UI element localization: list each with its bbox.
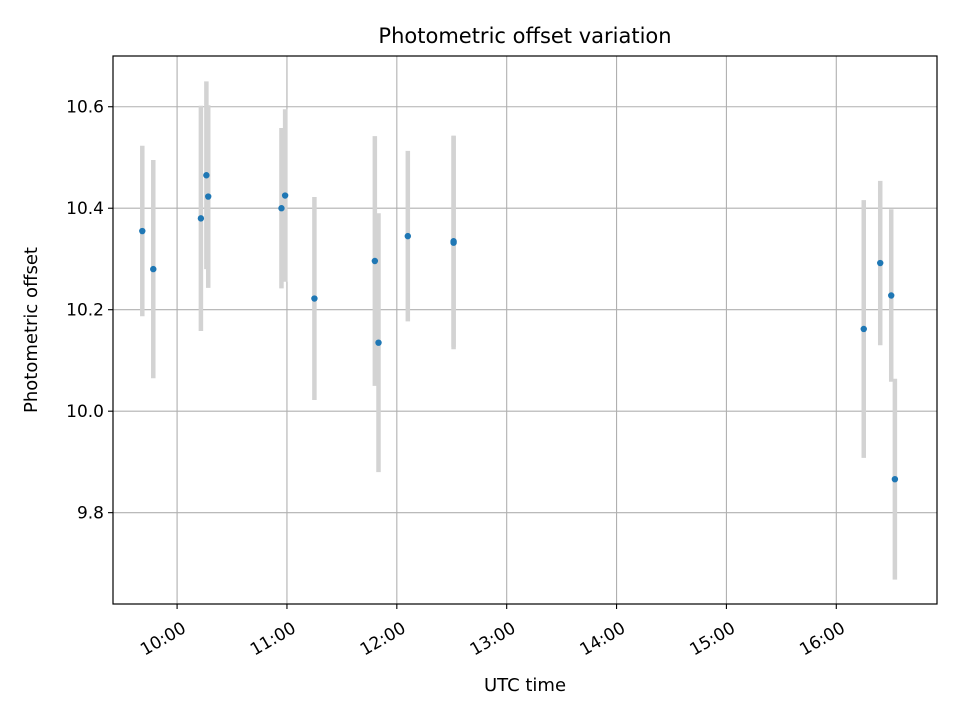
data-point <box>311 295 318 302</box>
plot-frame <box>112 55 938 605</box>
data-point <box>891 475 899 483</box>
data-point <box>888 292 895 299</box>
data-point <box>404 232 412 240</box>
data-point <box>203 172 210 179</box>
y-tick-label: 10.0 <box>66 402 104 422</box>
x-axis-label: UTC time <box>484 675 566 696</box>
grid-lines <box>113 56 937 604</box>
y-tick-label: 10.4 <box>66 199 104 219</box>
data-point <box>281 192 289 199</box>
data-point <box>139 227 146 235</box>
data-point <box>375 339 382 346</box>
data-point <box>150 265 157 273</box>
data-points <box>139 172 899 483</box>
y-axis-ticks: 9.8 10.0 10.2 10.4 10.6 <box>66 98 113 524</box>
data-point <box>450 238 457 245</box>
data-point <box>205 193 212 200</box>
data-point <box>371 257 379 265</box>
data-point <box>197 215 205 222</box>
y-axis-label: Photometric offset <box>21 247 42 413</box>
y-tick-label: 9.8 <box>77 504 104 524</box>
data-point <box>877 259 884 267</box>
data-point <box>278 205 285 212</box>
data-point <box>860 325 867 333</box>
y-tick-label: 10.6 <box>66 98 104 118</box>
chart-title: Photometric offset variation <box>378 24 671 48</box>
y-tick-label: 10.2 <box>66 301 104 321</box>
